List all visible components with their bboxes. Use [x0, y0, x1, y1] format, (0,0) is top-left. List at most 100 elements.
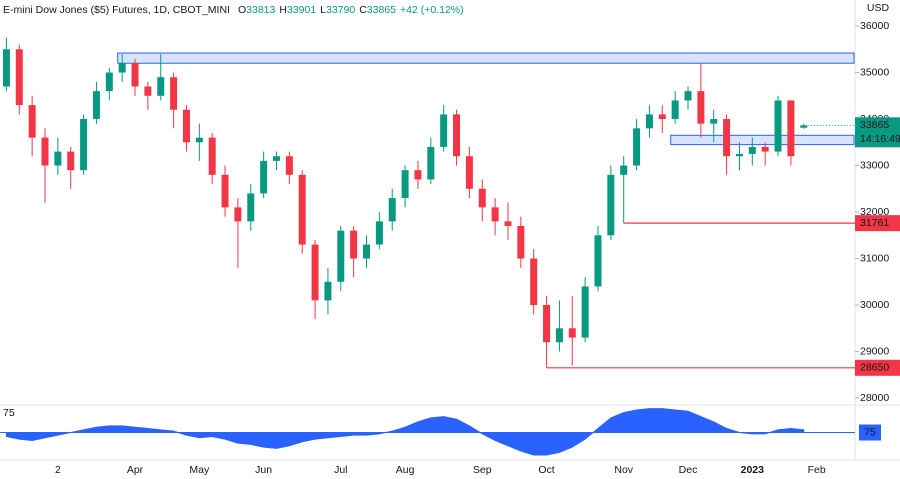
candle-body [453, 114, 461, 157]
candle-body [337, 230, 345, 282]
candle-body [234, 207, 242, 222]
candle-body [54, 151, 62, 166]
candle-body [710, 119, 718, 124]
indicator-value: 75 [864, 426, 876, 438]
candle-body [774, 100, 782, 152]
ohlc-value: 33865 [367, 4, 396, 16]
candle-body [2, 49, 10, 87]
candle-body [182, 109, 190, 143]
candle-body [118, 63, 126, 73]
y-tick-label: 36000 [860, 20, 889, 32]
candle-body [324, 281, 332, 301]
x-tick-label: Dec [679, 464, 698, 476]
x-tick-label: Oct [538, 464, 554, 476]
last-price-badge [855, 117, 900, 148]
candle-body [504, 221, 512, 226]
candle-body [440, 114, 448, 147]
y-tick-label: 29000 [860, 345, 889, 357]
candle-body [388, 198, 396, 222]
candle-body [761, 146, 769, 152]
candle-body [28, 105, 36, 138]
ohlc-label: L [320, 4, 326, 16]
x-tick-label: 2 [55, 464, 61, 476]
x-tick-label: Aug [396, 464, 415, 476]
x-tick-label: Jul [334, 464, 347, 476]
ohlc-label: H [279, 4, 287, 16]
x-tick-label: 2023 [741, 464, 765, 476]
candle-body [41, 137, 49, 166]
candle-body [247, 193, 255, 222]
candle-body [195, 137, 203, 143]
candle-body [260, 160, 268, 194]
candle-body [478, 188, 486, 208]
candle-body [645, 114, 653, 129]
y-tick-label: 33000 [860, 159, 889, 171]
y-tick-label: 30000 [860, 299, 889, 311]
candle-body [800, 125, 808, 128]
candle-body [581, 286, 589, 338]
axis-label: USD [867, 2, 890, 14]
level-badge [855, 359, 900, 376]
candle-body [491, 207, 499, 222]
level-label: 28650 [860, 362, 889, 374]
last-price-label: 33865 [860, 119, 889, 131]
candle-body [67, 151, 75, 171]
candle-body [285, 156, 293, 175]
x-tick-label: Sep [473, 464, 492, 476]
candle-body [350, 230, 358, 259]
candle-body [272, 156, 280, 161]
x-tick-label: Nov [614, 464, 633, 476]
candle-body [633, 128, 641, 166]
candle-body [517, 225, 525, 259]
candle-body [15, 49, 23, 106]
ohlc-label: C [359, 4, 367, 16]
candle-body [787, 100, 795, 157]
candle-body [170, 77, 178, 110]
candle-body [723, 119, 731, 157]
indicator-label: 75 [3, 407, 15, 419]
candle-body [658, 114, 666, 120]
candle-body [105, 72, 113, 92]
change: +42 (+0.12%) [400, 4, 464, 16]
x-tick-label: Jun [255, 464, 272, 476]
candle-body [80, 119, 88, 171]
candle-body [221, 174, 229, 208]
zone [670, 134, 855, 146]
candle-body [543, 305, 551, 343]
candle-body [311, 244, 319, 301]
ohlc-label: O [238, 4, 246, 16]
candle-body [157, 77, 165, 96]
indicator-badge [859, 424, 881, 441]
y-tick-label: 31000 [860, 252, 889, 264]
countdown: 14:16:49 [860, 133, 900, 145]
candle-body [414, 170, 422, 180]
candle-body [92, 91, 100, 120]
y-tick-label: 35000 [860, 66, 889, 78]
candle-body [568, 328, 576, 338]
candle-body [555, 328, 563, 343]
x-tick-label: May [189, 464, 210, 476]
level-badge [855, 215, 900, 232]
candle-body [401, 170, 409, 199]
y-tick-label: 28000 [860, 392, 889, 404]
candle-body [363, 244, 371, 259]
candle-body [607, 174, 615, 236]
candle-body [427, 146, 435, 180]
candle-body [748, 146, 756, 154]
candle-body [208, 137, 216, 175]
title: E-mini Dow Jones ($5) Futures, 1D, CBOT_… [3, 4, 230, 16]
candle-body [131, 63, 139, 87]
level-label: 31761 [860, 217, 889, 229]
candle-body [465, 156, 473, 189]
candle-body [298, 174, 306, 245]
ohlc-value: 33901 [287, 4, 316, 16]
candle-body [530, 258, 538, 306]
ohlc-value: 33790 [326, 4, 355, 16]
candle-body [671, 100, 679, 120]
candle-body [620, 165, 628, 175]
candle-body [594, 235, 602, 287]
header: E-mini Dow Jones ($5) Futures, 1D, CBOT_… [3, 4, 464, 16]
indicator-area [5, 408, 805, 456]
candle-body [697, 91, 705, 124]
